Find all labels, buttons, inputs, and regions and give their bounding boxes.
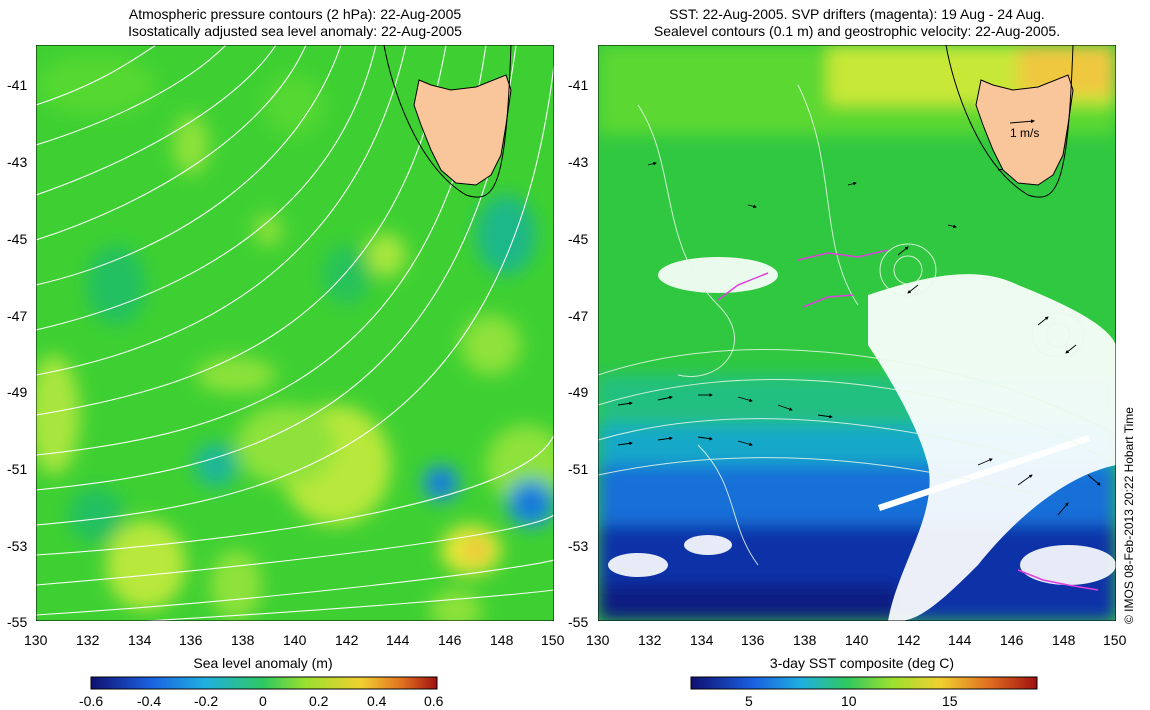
left-title-line2: Isostatically adjusted sea level anomaly… [128,23,462,39]
lon-tick: 130 [24,632,48,648]
lat-tick: -45 [7,231,28,247]
left-colorbar [90,676,438,690]
credit-text: © IMOS 08-Feb-2013 20:22 Hobart Time [1122,407,1136,624]
tasmania-land [975,74,1074,186]
lat-tick: -43 [568,154,589,170]
lat-tick: -47 [568,308,589,324]
sea-level-anomaly-map [36,45,554,621]
tasmania-land [413,74,512,186]
lon-tick: 146 [438,632,462,648]
colorbar-tick: 0.4 [367,693,387,709]
right-colorbar [690,676,1038,690]
lon-tick: 140 [283,632,307,648]
lon-tick: 146 [1000,632,1024,648]
colorbar-tick: 0.6 [424,693,444,709]
lat-tick: -49 [568,384,589,400]
sst-map: 1 m/s [598,45,1116,621]
lat-tick: -49 [7,384,28,400]
lon-tick: 142 [897,632,921,648]
lat-tick: -53 [568,538,589,554]
left-title-line1: Atmospheric pressure contours (2 hPa): 2… [128,6,462,22]
lon-tick: 148 [490,632,514,648]
colorbar-tick: 0 [259,693,267,709]
lon-tick: 132 [76,632,100,648]
lon-tick: 134 [690,632,714,648]
lat-tick: -45 [568,231,589,247]
lon-tick: 136 [741,632,765,648]
colorbar-tick: -0.6 [79,693,104,709]
lon-tick: 138 [793,632,817,648]
lat-tick: -55 [7,614,28,630]
lon-tick: 136 [179,632,203,648]
lat-tick: -51 [7,461,28,477]
lon-tick: 150 [1103,632,1127,648]
colorbar-tick: 5 [745,693,753,709]
lon-tick: 142 [335,632,359,648]
lat-tick: -51 [568,461,589,477]
colorbar-tick: -0.4 [137,693,162,709]
lat-tick: -41 [7,77,28,93]
lon-tick: 144 [948,632,972,648]
colorbar-tick: 0.2 [309,693,329,709]
right-title-line2: Sealevel contours (0.1 m) and geostrophi… [653,23,1061,39]
lon-tick: 138 [231,632,255,648]
lon-tick: 132 [638,632,662,648]
lat-tick: -43 [7,154,28,170]
lat-tick: -53 [7,538,28,554]
velocity-scale-label: 1 m/s [1010,126,1039,140]
lat-tick: -55 [568,614,589,630]
lon-tick: 130 [586,632,610,648]
lat-tick: -41 [568,77,589,93]
right-colorbar-label: 3-day SST composite (deg C) [769,655,955,671]
right-title-line1: SST: 22-Aug-2005. SVP drifters (magenta)… [669,6,1045,22]
lon-tick: 140 [845,632,869,648]
colorbar-tick: 15 [942,693,958,709]
lat-tick: -47 [7,308,28,324]
lon-tick: 144 [386,632,410,648]
lon-tick: 150 [541,632,565,648]
left-colorbar-label: Sea level anomaly (m) [193,655,333,671]
lon-tick: 148 [1052,632,1076,648]
lon-tick: 134 [128,632,152,648]
colorbar-tick: 10 [841,693,857,709]
colorbar-tick: -0.2 [194,693,219,709]
